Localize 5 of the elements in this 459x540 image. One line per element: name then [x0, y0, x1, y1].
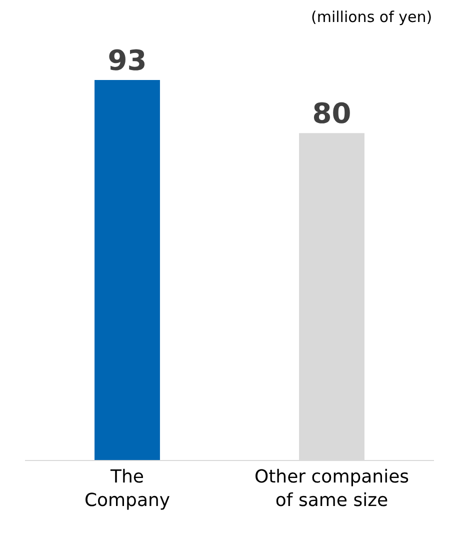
text: (millions of yen)	[311, 8, 432, 26]
data-label: 80	[312, 97, 352, 130]
x-tick-label: Other companies of same size	[254, 466, 410, 511]
x-tick-label: The Company	[84, 466, 170, 511]
data-label: 93	[108, 44, 147, 77]
